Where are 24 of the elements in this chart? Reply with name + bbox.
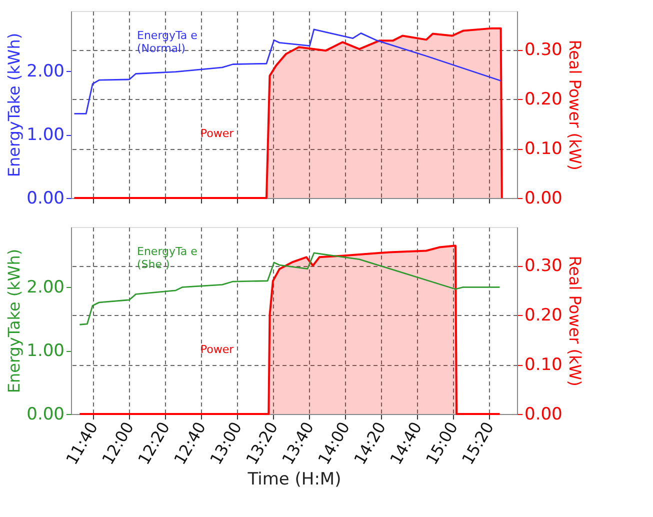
y-axis-title: EnergyTake (kWh) bbox=[4, 248, 24, 394]
y-axis-title: EnergyTake (kWh) bbox=[4, 32, 24, 178]
y-tick-label: 1.00 bbox=[26, 125, 64, 146]
annotation: EnergyTa e (She ) bbox=[137, 245, 198, 271]
y2-tick-label: 0.10 bbox=[524, 355, 562, 376]
x-axis-title: Time (H:M) bbox=[246, 469, 342, 490]
y-tick-label: 0.00 bbox=[26, 404, 64, 424]
y-tick-label: 2.00 bbox=[26, 278, 64, 298]
annotation: Power bbox=[200, 343, 234, 356]
y-tick-label: 1.00 bbox=[26, 341, 64, 362]
y2-tick-label: 0.30 bbox=[524, 256, 562, 276]
annotation: EnergyTa e (Normal) bbox=[137, 29, 198, 55]
y2-tick-label: 0.20 bbox=[524, 90, 562, 110]
y2-tick-label: 0.00 bbox=[524, 404, 562, 424]
y2-tick-label: 0.10 bbox=[524, 139, 562, 160]
y2-axis-title: Real Power (kW) bbox=[565, 40, 584, 170]
y-tick-label: 0.00 bbox=[26, 188, 64, 208]
y2-tick-label: 0.30 bbox=[524, 40, 562, 60]
y2-tick-label: 0.00 bbox=[524, 188, 562, 208]
line-series bbox=[74, 28, 502, 114]
y2-tick-label: 0.20 bbox=[524, 306, 562, 326]
y-tick-label: 2.00 bbox=[26, 62, 64, 82]
annotation: Power bbox=[200, 127, 234, 140]
y2-axis-title: Real Power (kW) bbox=[565, 256, 584, 386]
